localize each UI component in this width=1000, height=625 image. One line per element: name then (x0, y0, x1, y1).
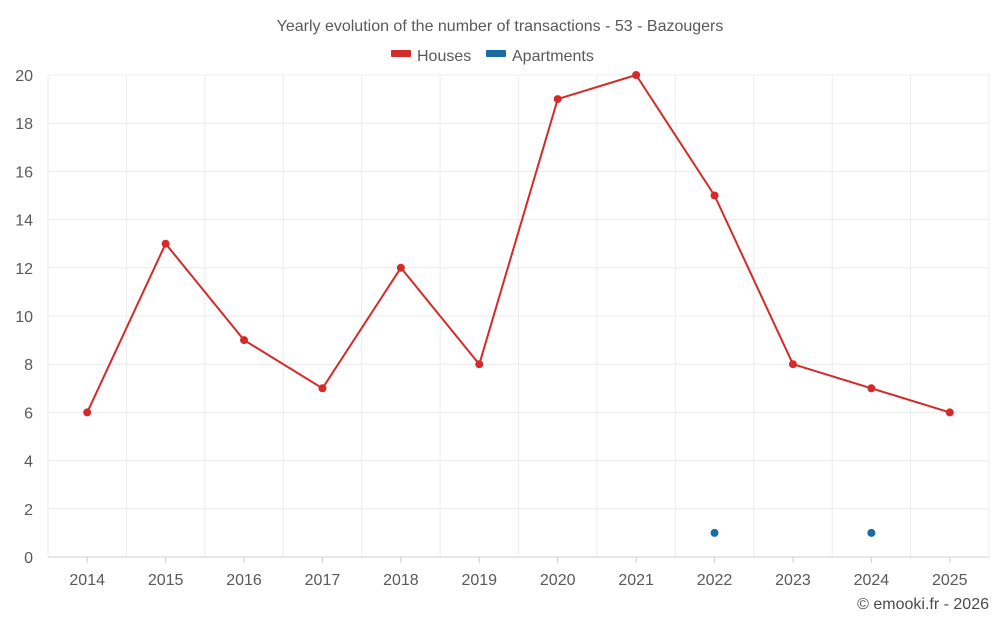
data-point-apartments[interactable] (867, 528, 876, 537)
legend: Houses Apartments (391, 48, 594, 65)
y-tick-label: 8 (24, 357, 33, 374)
y-tick-label: 12 (15, 261, 33, 278)
x-tick-label: 2024 (854, 572, 890, 589)
x-tick-label: 2017 (305, 572, 341, 589)
legend-item-houses[interactable]: Houses (391, 48, 471, 65)
y-tick-label: 10 (15, 309, 33, 326)
y-tick-label: 14 (15, 213, 33, 230)
legend-item-apartments[interactable]: Apartments (486, 48, 594, 65)
chart-title: Yearly evolution of the number of transa… (277, 18, 724, 35)
data-point-houses[interactable] (475, 360, 484, 369)
y-tick-label: 2 (24, 502, 33, 519)
x-tick-label: 2014 (69, 572, 105, 589)
x-axis: 2014 2015 2016 2017 2018 2019 2020 2021 2022 2023… (48, 556, 989, 589)
series-line-houses (86, 74, 951, 414)
legend-label-apartments: Apartments (512, 48, 594, 65)
x-tick-label: 2019 (461, 572, 497, 589)
y-axis: 0 2 4 6 8 10 12 14 16 18 20 (15, 68, 33, 567)
y-tick-label: 20 (15, 68, 33, 85)
x-tick-label: 2020 (540, 572, 576, 589)
series-layer (83, 71, 954, 537)
data-point-houses[interactable] (945, 408, 954, 417)
credit-text: © emooki.fr - 2026 (857, 596, 989, 613)
grid (47, 74, 990, 557)
x-tick-label: 2025 (932, 572, 968, 589)
data-point-houses[interactable] (553, 95, 562, 104)
data-point-houses[interactable] (240, 336, 249, 345)
data-point-apartments[interactable] (710, 528, 719, 537)
data-point-houses[interactable] (788, 360, 797, 369)
legend-swatch-houses (391, 50, 411, 57)
legend-swatch-apartments (486, 50, 506, 57)
y-tick-label: 6 (24, 405, 33, 422)
data-point-houses[interactable] (710, 191, 719, 200)
data-point-houses[interactable] (161, 239, 170, 248)
x-tick-label: 2018 (383, 572, 419, 589)
y-tick-label: 18 (15, 116, 33, 133)
x-tick-label: 2015 (148, 572, 184, 589)
data-point-houses[interactable] (396, 263, 405, 272)
x-tick-label: 2023 (775, 572, 811, 589)
y-tick-label: 16 (15, 164, 33, 181)
y-tick-label: 4 (24, 454, 33, 471)
data-point-houses[interactable] (867, 384, 876, 393)
x-tick-label: 2022 (697, 572, 733, 589)
x-tick-label: 2021 (618, 572, 654, 589)
data-point-houses[interactable] (632, 71, 641, 79)
y-tick-label: 0 (24, 550, 33, 567)
legend-label-houses: Houses (417, 48, 471, 65)
data-point-houses[interactable] (83, 408, 92, 417)
x-tick-label: 2016 (226, 572, 262, 589)
data-point-houses[interactable] (318, 384, 327, 393)
